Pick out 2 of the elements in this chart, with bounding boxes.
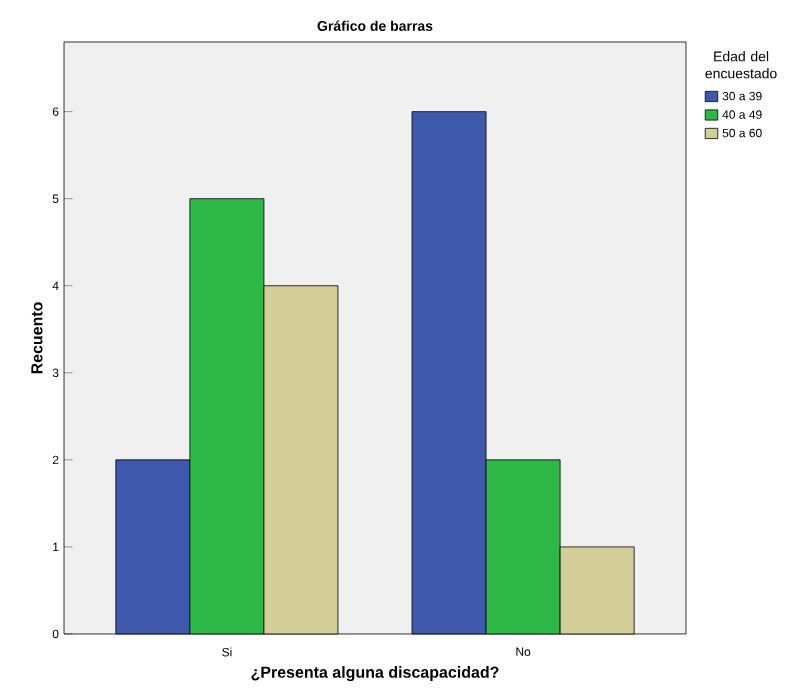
x-axis-title: ¿Presenta alguna discapacidad? (251, 666, 499, 682)
y-axis-title: Recuento (31, 302, 43, 374)
